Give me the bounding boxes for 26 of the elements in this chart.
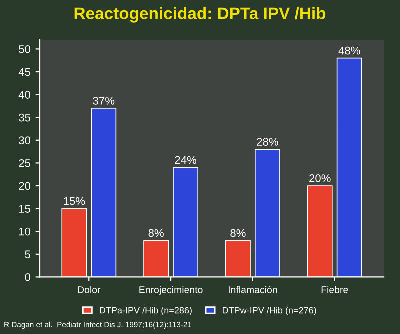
y-tick-label: 20 — [19, 182, 31, 190]
y-tick-label: 50 — [19, 45, 31, 54]
x-tick-label: Inflamación — [228, 286, 278, 294]
y-tick-label: 10 — [19, 228, 31, 236]
y-tick-label: 5 — [25, 250, 31, 259]
x-tick-label: Dolor — [78, 286, 101, 294]
legend-label: DTPa-IPV /Hib (n=286) — [100, 307, 192, 316]
data-label: 37% — [93, 97, 115, 105]
data-label: 8% — [230, 229, 246, 238]
y-tick-label: 25 — [19, 159, 31, 168]
data-label: 20% — [310, 174, 331, 182]
data-label: 15% — [64, 197, 86, 206]
y-tick-label: 45 — [18, 68, 31, 76]
x-tick-label: Fiebre — [322, 286, 348, 294]
data-label: 28% — [257, 138, 278, 146]
y-tick-label: 40 — [18, 91, 31, 99]
y-tick-label: 35 — [19, 114, 31, 122]
legend-label: DTPw-IPV /Hib (n=276) — [223, 307, 316, 316]
data-label: 8% — [148, 229, 164, 238]
data-label: 48% — [338, 46, 360, 55]
x-tick-label: Enrojecimiento — [140, 286, 203, 296]
chart-title: Reactogenicidad: DPTa IPV /Hib — [74, 7, 326, 23]
y-tick-label: 15 — [19, 205, 31, 213]
data-label: 24% — [175, 156, 197, 164]
y-tick-label: 0 — [25, 273, 31, 282]
y-tick-label: 30 — [19, 136, 31, 145]
